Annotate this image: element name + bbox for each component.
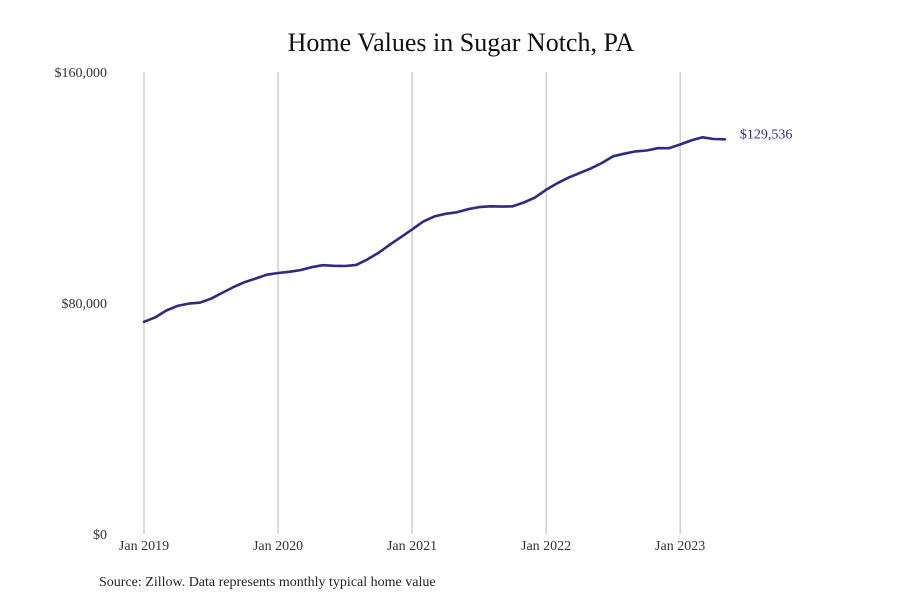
series-layer bbox=[142, 136, 727, 324]
y-tick-label: $0 bbox=[93, 528, 107, 543]
y-tick-label: $160,000 bbox=[55, 66, 108, 81]
series-line-0 bbox=[142, 136, 727, 324]
x-tick-label: Jan 2023 bbox=[655, 539, 705, 554]
vertical-gridlines bbox=[143, 72, 681, 534]
x-tick-label: Jan 2020 bbox=[253, 539, 303, 554]
source-note: Source: Zillow. Data represents monthly … bbox=[99, 575, 436, 590]
x-axis: Jan 2019 Jan 2020 Jan 2021 Jan 2022 Jan 2023 bbox=[119, 539, 705, 554]
end-value-label: $129,536 bbox=[740, 127, 793, 142]
y-tick-label: $80,000 bbox=[62, 297, 108, 312]
x-tick-label: Jan 2022 bbox=[521, 539, 571, 554]
x-tick-label: Jan 2021 bbox=[387, 539, 437, 554]
y-axis: $0 $80,000 $160,000 bbox=[55, 66, 108, 543]
x-tick-label: Jan 2019 bbox=[119, 539, 169, 554]
chart-title: Home Values in Sugar Notch, PA bbox=[288, 28, 635, 57]
